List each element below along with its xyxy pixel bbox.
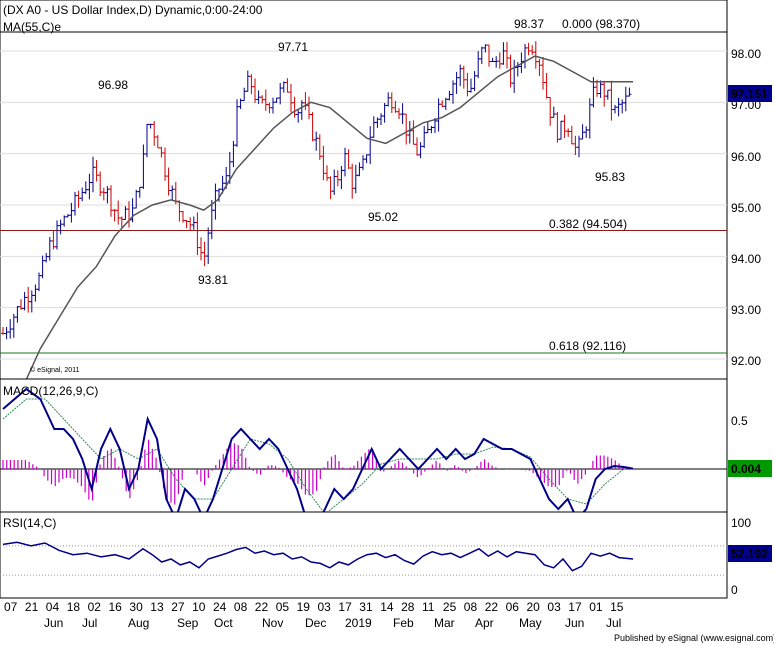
annotation-97-71: 97.71 xyxy=(278,40,308,54)
x-month-label: Jun xyxy=(44,616,63,630)
fib-levels xyxy=(0,31,727,354)
fib-label-618: 0.618 (92.116) xyxy=(549,339,626,353)
price-tick-98: 98.00 xyxy=(731,47,761,61)
annotation-96-98: 96.98 xyxy=(98,78,128,92)
last-price-value: 97.151 xyxy=(731,87,768,101)
rsi-panel: RSI(14,C) xyxy=(0,511,728,599)
publisher-credit: Published by eSignal (www.esignal.com) xyxy=(614,633,774,643)
price-tick-95: 95.00 xyxy=(731,201,761,215)
x-month-label: Jul xyxy=(606,616,621,630)
x-tick-label: 22 xyxy=(485,600,499,614)
price-tick-92: 92.00 xyxy=(731,354,761,368)
x-tick-label: 10 xyxy=(192,600,206,614)
x-tick-label: 24 xyxy=(213,600,227,614)
rsi-last-value: 52.192 xyxy=(731,547,768,561)
x-tick-label: 07 xyxy=(4,600,18,614)
macd-line xyxy=(2,387,634,531)
x-month-label: 2019 xyxy=(345,616,372,630)
x-tick-label: 04 xyxy=(46,600,60,614)
chart-title: (DX A0 - US Dollar Index,D) Dynamic,0:00… xyxy=(3,3,263,17)
x-tick-label: 18 xyxy=(67,600,81,614)
x-tick-label: 19 xyxy=(297,600,311,614)
macd-tick-0-5: 0.5 xyxy=(731,414,748,428)
x-tick-label: 28 xyxy=(401,600,415,614)
x-tick-label: 08 xyxy=(234,600,248,614)
x-tick-label: 03 xyxy=(547,600,561,614)
price-axis: 98.00 97.00 96.00 95.00 94.00 93.00 92.0… xyxy=(728,47,772,368)
fib-label-382: 0.382 (94.504) xyxy=(549,217,627,231)
macd-axis: 0.5 0.004 xyxy=(728,414,772,477)
rsi-title: RSI(14,C) xyxy=(3,516,56,530)
x-month-label: Sep xyxy=(177,616,199,630)
x-month-label: Jun xyxy=(565,616,584,630)
x-tick-label: 27 xyxy=(171,600,185,614)
price-grid xyxy=(0,50,727,360)
x-month-label: Nov xyxy=(262,616,283,630)
x-tick-label: 22 xyxy=(255,600,269,614)
x-tick-label: 30 xyxy=(129,600,143,614)
annotation-93-81: 93.81 xyxy=(198,273,228,287)
x-tick-label: 17 xyxy=(568,600,582,614)
esignal-copyright: © eSignal, 2011 xyxy=(30,366,80,374)
x-tick-label: 14 xyxy=(380,600,394,614)
x-tick-label: 31 xyxy=(359,600,373,614)
rsi-line xyxy=(2,541,634,572)
annotation-95-02: 95.02 xyxy=(368,210,398,224)
x-month-label: Jul xyxy=(82,616,97,630)
x-tick-label: 06 xyxy=(506,600,520,614)
rsi-tick-0: 0 xyxy=(731,583,738,597)
macd-last-value: 0.004 xyxy=(731,462,761,476)
x-tick-label: 16 xyxy=(109,600,123,614)
annotation-95-83: 95.83 xyxy=(595,170,625,184)
macd-last-box xyxy=(728,460,772,477)
x-tick-label: 15 xyxy=(610,600,624,614)
price-tick-93: 93.00 xyxy=(731,303,761,317)
price-tick-96: 96.00 xyxy=(731,150,761,164)
x-tick-label: 03 xyxy=(318,600,332,614)
annotation-98-37: 98.37 xyxy=(514,17,544,31)
x-month-label: Mar xyxy=(434,616,455,630)
x-month-label: Oct xyxy=(214,616,233,630)
fib-label-0: 0.000 (98.370) xyxy=(562,17,640,31)
rsi-last-box xyxy=(728,545,772,562)
price-panel: (DX A0 - US Dollar Index,D) Dynamic,0:00… xyxy=(0,0,728,380)
ohlc-bars xyxy=(1,41,632,340)
macd-title: MACD(12,26,9,C) xyxy=(3,384,98,398)
price-tick-94: 94.00 xyxy=(731,252,761,266)
x-tick-label: 05 xyxy=(276,600,290,614)
x-tick-label: 11 xyxy=(422,600,435,614)
x-tick-label: 01 xyxy=(589,600,603,614)
x-tick-label: 20 xyxy=(527,600,541,614)
x-month-label: Dec xyxy=(305,616,326,630)
ma-legend: MA(55,C)e xyxy=(3,20,61,34)
ma-line xyxy=(25,55,633,380)
x-tick-label: 08 xyxy=(464,600,478,614)
x-tick-label: 13 xyxy=(150,600,164,614)
macd-panel: MACD(12,26,9,C) xyxy=(0,378,728,531)
x-month-label: Aug xyxy=(128,616,149,630)
x-month-label: May xyxy=(519,616,542,630)
x-month-label: Feb xyxy=(393,616,414,630)
last-price-box xyxy=(728,85,772,102)
x-tick-label: 17 xyxy=(338,600,352,614)
rsi-tick-100: 100 xyxy=(731,516,751,530)
x-tick-label: 25 xyxy=(443,600,457,614)
x-tick-label: 21 xyxy=(25,600,39,614)
rsi-axis: 100 0 52.192 xyxy=(728,516,772,597)
x-month-label: Apr xyxy=(475,616,494,630)
x-axis: 07 21 04 18 02 16 30 13 27 10 24 08 22 05 19 03 17 31 14 28… xyxy=(4,600,624,630)
x-tick-label: 02 xyxy=(88,600,102,614)
